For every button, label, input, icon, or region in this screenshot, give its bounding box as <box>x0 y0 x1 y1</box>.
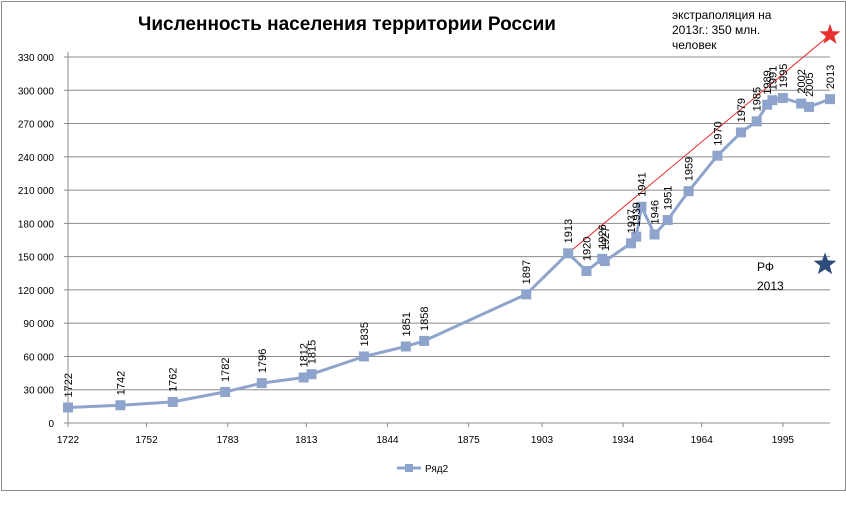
x-tick-label: 1964 <box>691 435 714 446</box>
data-point <box>521 289 532 300</box>
data-point <box>683 186 694 197</box>
rf-2013-label: РФ 2013 <box>757 260 784 293</box>
y-tick-label: 0 <box>48 419 54 430</box>
data-point <box>625 238 636 249</box>
data-label: 1851 <box>401 312 413 336</box>
data-point <box>419 335 430 346</box>
y-tick-label: 240 000 <box>18 153 55 164</box>
y-tick-label: 300 000 <box>18 86 55 97</box>
data-label: 1835 <box>359 322 371 346</box>
extrapolation-layer <box>567 34 831 254</box>
chart-frame <box>1 1 846 491</box>
data-point <box>825 94 835 105</box>
x-tick-label: 1934 <box>612 435 635 446</box>
data-label: 1920 <box>581 237 593 261</box>
data-point <box>762 99 773 110</box>
data-point <box>804 101 815 112</box>
data-label: 2013 <box>825 65 837 89</box>
data-label: 1989 <box>762 70 774 94</box>
data-point <box>599 256 610 267</box>
x-tick-label: 1783 <box>217 435 240 446</box>
data-label: 1927 <box>600 227 612 251</box>
gridlines <box>68 56 830 391</box>
data-point <box>115 400 126 411</box>
x-tick-label: 1844 <box>376 435 399 446</box>
data-point <box>563 248 574 259</box>
data-point <box>358 351 369 362</box>
data-label: 1815 <box>307 340 319 364</box>
x-tick-label: 1752 <box>135 435 158 446</box>
data-label: 1796 <box>257 349 269 373</box>
data-label: 1939 <box>631 202 643 226</box>
data-point <box>777 93 788 104</box>
data-label: 1742 <box>115 371 127 395</box>
x-tick-label: 1875 <box>458 435 481 446</box>
y-tick-label: 120 000 <box>18 286 55 297</box>
rf-2013-star <box>813 252 837 275</box>
y-tick-label: 150 000 <box>18 253 55 264</box>
data-label: 1782 <box>220 357 232 381</box>
data-point <box>400 341 411 352</box>
y-tick-label: 60 000 <box>23 352 54 363</box>
data-point <box>581 266 592 277</box>
data-label: 1762 <box>168 367 180 391</box>
legend: Ряд2 <box>397 464 449 475</box>
data-point <box>751 116 762 127</box>
data-label: 1897 <box>521 260 533 284</box>
data-label: 1812 <box>299 343 311 367</box>
data-point <box>767 95 778 106</box>
series-layer <box>63 93 835 413</box>
data-label: 1926 <box>597 224 609 248</box>
x-tick-label: 1813 <box>295 435 318 446</box>
y-tick-label: 270 000 <box>18 120 55 131</box>
data-point <box>306 369 317 380</box>
data-label: 1941 <box>636 172 648 196</box>
data-label: 1991 <box>767 66 779 90</box>
data-label: 1951 <box>663 186 675 210</box>
data-label: 1722 <box>63 373 75 397</box>
data-point <box>636 201 647 212</box>
data-point <box>256 378 267 389</box>
y-tick-label: 30 000 <box>23 386 54 397</box>
star-markers <box>813 23 841 275</box>
data-point <box>167 396 178 407</box>
data-label: 1979 <box>736 98 748 122</box>
data-label: 1985 <box>752 87 764 111</box>
data-label: 2002 <box>796 69 808 93</box>
x-tick-label: 1995 <box>772 435 795 446</box>
data-point <box>631 231 642 242</box>
data-point <box>712 150 723 161</box>
chart-title: Численность населения территории России <box>138 14 556 35</box>
extrapolation-star <box>819 23 841 44</box>
data-point <box>796 98 807 109</box>
data-point <box>662 215 673 226</box>
extrapolation-line <box>567 34 831 254</box>
data-point <box>298 372 309 383</box>
data-label: 1913 <box>563 219 575 243</box>
data-label: 2005 <box>804 72 816 96</box>
data-label: 1959 <box>684 157 696 181</box>
extrapolation-note: экстраполяция на 2013г.: 350 млн. челове… <box>672 8 772 52</box>
y-tick-label: 330 000 <box>18 53 55 64</box>
legend-label: Ряд2 <box>425 464 449 475</box>
data-point <box>63 402 73 413</box>
axes: 0 30 000 60 000 90 000 120 000 150 000 180 000… <box>18 52 830 446</box>
data-label: 1946 <box>650 200 662 224</box>
data-label: 1970 <box>712 121 724 145</box>
data-point <box>735 127 746 138</box>
data-point <box>649 229 660 240</box>
y-tick-label: 180 000 <box>18 219 55 230</box>
data-label: 1995 <box>778 64 790 88</box>
x-tick-label: 1722 <box>57 435 80 446</box>
data-point <box>220 386 231 397</box>
legend-marker <box>405 464 413 472</box>
y-tick-label: 210 000 <box>18 186 55 197</box>
data-label: 1937 <box>626 209 638 233</box>
y-tick-label: 90 000 <box>23 319 54 330</box>
x-tick-label: 1903 <box>531 435 554 446</box>
data-label: 1858 <box>419 306 431 330</box>
